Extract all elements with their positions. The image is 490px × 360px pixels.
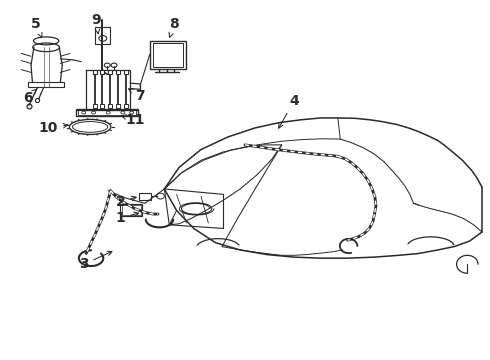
Bar bbox=[150, 41, 186, 69]
Bar bbox=[122, 206, 141, 215]
Bar bbox=[121, 204, 143, 216]
Text: 4: 4 bbox=[279, 94, 299, 128]
Bar bbox=[139, 193, 151, 200]
Text: 11: 11 bbox=[122, 113, 145, 127]
Text: 3: 3 bbox=[79, 251, 112, 271]
Text: 6: 6 bbox=[23, 89, 37, 104]
Bar bbox=[96, 27, 110, 44]
Text: 7: 7 bbox=[129, 89, 145, 103]
Text: 8: 8 bbox=[169, 17, 179, 37]
Text: 5: 5 bbox=[31, 17, 42, 37]
Text: 1: 1 bbox=[116, 211, 139, 225]
Text: 10: 10 bbox=[39, 121, 68, 135]
Bar bbox=[153, 43, 183, 67]
Bar bbox=[78, 110, 136, 115]
Text: 2: 2 bbox=[116, 194, 136, 208]
Text: 9: 9 bbox=[91, 13, 101, 34]
Bar bbox=[76, 109, 138, 116]
Bar bbox=[27, 82, 64, 87]
